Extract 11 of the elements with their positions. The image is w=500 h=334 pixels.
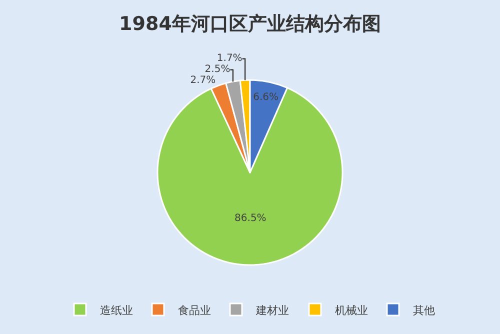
- legend-label: 造纸业: [100, 304, 133, 317]
- data-label: 86.5%: [234, 213, 266, 224]
- legend-label: 其他: [413, 304, 435, 317]
- data-label: 2.7%: [190, 75, 216, 86]
- legend-label: 机械业: [335, 304, 368, 317]
- data-label: 2.5%: [204, 64, 230, 76]
- data-label: 6.6%: [253, 92, 278, 103]
- data-label: 1.7%: [216, 53, 242, 64]
- chart-title: 1984年河口区产业结构分布图: [119, 13, 381, 35]
- legend-label: 食品业: [178, 304, 211, 317]
- legend-label: 建材业: [255, 304, 289, 317]
